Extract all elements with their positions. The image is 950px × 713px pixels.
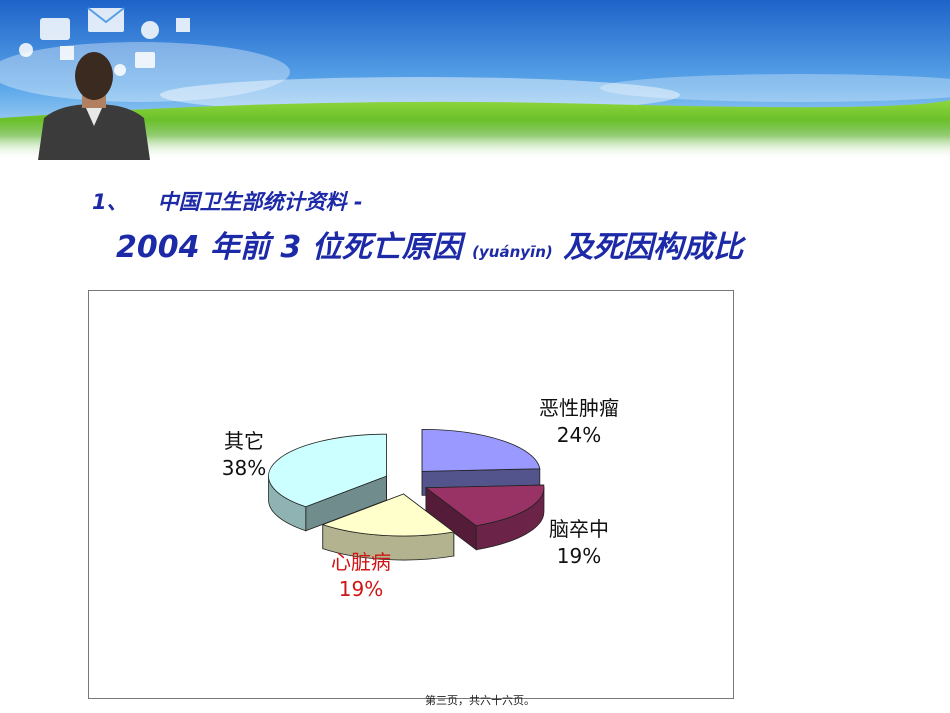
slice-3-name: 其它: [224, 429, 264, 453]
title-text-line2b: 及死因构成比: [563, 230, 744, 265]
slice-3-pct: 38%: [221, 456, 267, 480]
pie-slice-1: [424, 484, 545, 551]
pie-chart: [268, 428, 545, 561]
chart-area: 恶性肿瘤 24% 脑卒中 19% 心脏病 19% 其它 38%: [88, 290, 734, 699]
man-figure: [38, 52, 150, 160]
title-number: 1、: [92, 190, 128, 214]
label-slice-3: 其它 38%: [199, 428, 289, 482]
header-banner: [0, 0, 950, 160]
slice-1-pct: 19%: [556, 544, 602, 568]
title-text-line1: 中国卫生部统计资料 -: [157, 190, 363, 214]
pie-slice-2: [321, 493, 455, 561]
label-slice-0: 恶性肿瘤 24%: [499, 395, 659, 449]
page-footer: 第三页，共六十六页。: [425, 694, 535, 707]
title-pinyin: (yuányīn): [472, 243, 553, 261]
slice-1-name: 脑卒中: [549, 517, 609, 541]
label-slice-1: 脑卒中 19%: [519, 516, 639, 570]
title-line1: 1、 中国卫生部统计资料 -: [92, 186, 363, 216]
title-line2: 2004 年前 3 位死亡原因 (yuányīn) 及死因构成比: [116, 222, 743, 266]
label-slice-2: 心脏病 19%: [311, 549, 411, 603]
slice-2-name: 心脏病: [331, 550, 391, 574]
title-text-line2a: 2004 年前 3 位死亡原因: [116, 230, 462, 265]
slice-0-pct: 24%: [556, 423, 602, 447]
slice-0-name: 恶性肿瘤: [539, 396, 619, 420]
pie-slice-3: [268, 433, 387, 532]
slice-2-pct: 19%: [338, 577, 384, 601]
